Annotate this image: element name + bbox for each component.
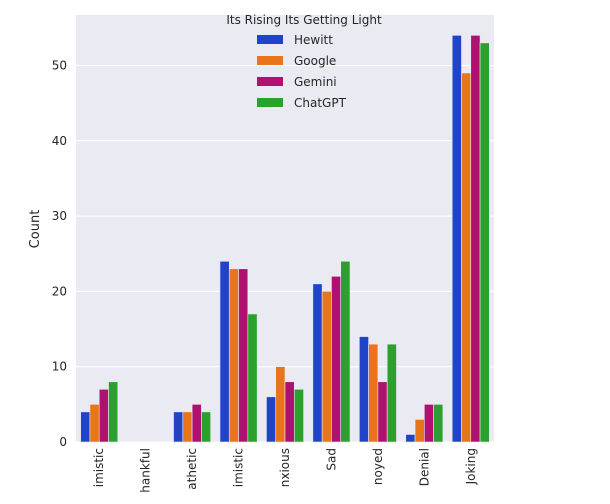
bar-gemini-denial: [424, 404, 434, 443]
legend-swatch-google: [257, 56, 283, 65]
x-tick-label: Sad: [324, 448, 338, 471]
legend-swatch-chatgpt: [257, 98, 283, 107]
legend-title: Its Rising Its Getting Light: [226, 13, 382, 27]
bar-chatgpt-denial: [433, 404, 444, 443]
bar-chatgpt-annoyed: [386, 343, 397, 443]
bar-hewitt-anxious: [266, 396, 277, 443]
legend-label-chatgpt: ChatGPT: [294, 96, 347, 110]
bar-hewitt-sad: [312, 283, 323, 443]
bar-google-anxious: [275, 366, 286, 443]
y-tick-label: 50: [52, 58, 67, 72]
legend: Its Rising Its Getting Light Hewitt Googl…: [226, 13, 382, 110]
bar-gemini-optimistic: [98, 388, 109, 443]
bar-hewitt-joking: [451, 35, 462, 443]
y-tick-label: 20: [52, 284, 67, 298]
legend-swatch-gemini: [257, 77, 283, 86]
bar-hewitt-empathetic: [173, 411, 184, 443]
y-tick-label: 0: [59, 435, 67, 449]
x-tick-label: noyed: [371, 448, 385, 485]
x-tick-label: Denial: [417, 448, 431, 486]
legend-label-google: Google: [294, 54, 336, 68]
bar-google-optimistic: [89, 404, 100, 443]
legend-label-gemini: Gemini: [294, 75, 337, 89]
bar-gemini-annoyed: [377, 381, 388, 443]
bar-hewitt-annoyed: [359, 336, 369, 443]
bar-gemini-sad: [331, 276, 342, 443]
bar-chatgpt-empathetic: [201, 411, 211, 443]
bar-chatgpt-anxious: [293, 388, 304, 443]
bar-google-sad: [321, 291, 332, 443]
x-tick-label: hankful: [139, 448, 153, 493]
bar-google-annoyed: [368, 343, 379, 443]
y-tick-label: 30: [52, 209, 67, 223]
bar-gemini-anxious: [284, 381, 295, 443]
bar-google-denial: [414, 419, 425, 443]
x-tick-label: nxious: [278, 448, 292, 487]
bar-gemini-pessimistic: [238, 268, 249, 443]
bar-chatgpt-pessimistic: [247, 313, 258, 443]
y-tick-label: 10: [52, 360, 67, 374]
bar-chatgpt-optimistic: [108, 381, 119, 443]
bar-google-joking: [461, 72, 472, 443]
x-tick-label: imistic: [92, 448, 106, 487]
y-axis-label: Count: [28, 210, 43, 249]
bar-chatgpt-joking: [479, 42, 490, 443]
y-tick-labels: 0 10 20 30 40 50: [52, 58, 67, 449]
bar-hewitt-pessimistic: [219, 260, 230, 443]
legend-swatch-hewitt: [257, 35, 283, 44]
y-tick-label: 40: [52, 134, 67, 148]
x-tick-label: imistic: [232, 448, 246, 487]
bar-gemini-empathetic: [191, 404, 202, 443]
bar-google-empathetic: [182, 411, 193, 443]
x-tick-label: athetic: [185, 448, 199, 490]
bar-gemini-joking: [470, 35, 481, 443]
bar-hewitt-denial: [405, 434, 416, 443]
bar-google-pessimistic: [228, 268, 239, 443]
x-tick-labels: imistic hankful athetic imistic nxious Sad noy…: [92, 448, 478, 493]
bars: [80, 35, 490, 443]
x-tick-label: Joking: [464, 448, 478, 485]
legend-label-hewitt: Hewitt: [294, 33, 333, 47]
bar-hewitt-optimistic: [80, 411, 91, 443]
bar-chatgpt-sad: [340, 260, 351, 443]
